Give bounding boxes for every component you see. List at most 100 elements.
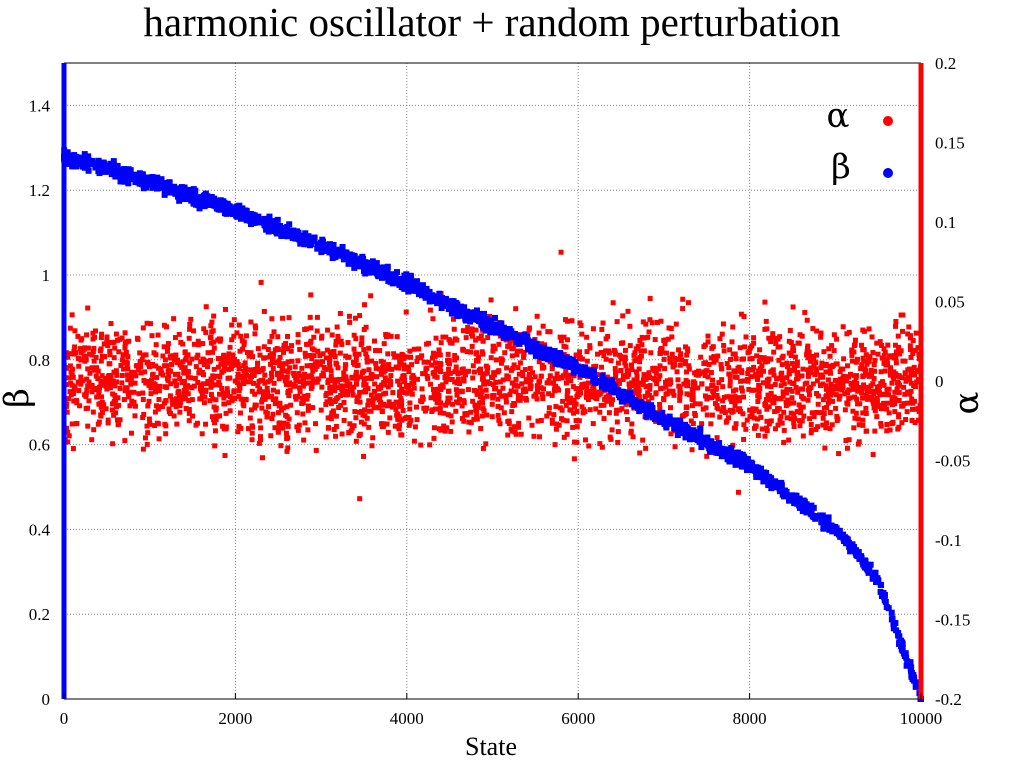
alpha-point [859, 362, 865, 368]
alpha-point [768, 384, 774, 390]
alpha-point [557, 405, 563, 411]
alpha-point [341, 399, 347, 405]
alpha-point [401, 375, 407, 381]
alpha-point [155, 421, 161, 427]
alpha-point [878, 420, 884, 426]
alpha-point [727, 394, 733, 400]
alpha-point [498, 405, 504, 411]
alpha-point [465, 387, 471, 393]
alpha-point [866, 326, 872, 332]
alpha-point [827, 426, 833, 432]
alpha-point [456, 380, 462, 386]
alpha-point [192, 375, 198, 381]
alpha-point [166, 409, 172, 415]
alpha-point [520, 389, 526, 395]
alpha-point [166, 373, 172, 379]
beta-point [365, 267, 372, 274]
alpha-point [85, 345, 91, 351]
alpha-point [654, 377, 660, 383]
alpha-point [252, 331, 258, 337]
beta-point [727, 448, 734, 455]
alpha-point [771, 372, 777, 378]
alpha-point [468, 349, 474, 355]
alpha-point [699, 381, 705, 387]
alpha-point [597, 441, 603, 447]
alpha-point [286, 315, 292, 321]
alpha-point [739, 388, 745, 394]
beta-point [507, 333, 514, 340]
beta-point [450, 298, 457, 305]
alpha-point [896, 412, 902, 418]
alpha-point [512, 429, 518, 435]
alpha-point [332, 398, 338, 404]
alpha-point [793, 384, 799, 390]
alpha-point [717, 414, 723, 420]
alpha-point [535, 418, 541, 424]
alpha-point [114, 404, 120, 410]
alpha-point [328, 352, 334, 358]
y2-tick-label: -0.1 [935, 531, 962, 550]
alpha-point [320, 351, 326, 357]
alpha-point [827, 409, 833, 415]
alpha-point [845, 401, 851, 407]
beta-point [486, 323, 493, 330]
alpha-point [738, 378, 744, 384]
beta-point [620, 398, 627, 405]
alpha-point [179, 380, 185, 386]
beta-point [181, 184, 188, 191]
alpha-point [865, 396, 871, 402]
alpha-point [667, 381, 673, 387]
alpha-point [172, 335, 178, 341]
alpha-point [736, 407, 742, 413]
alpha-point [107, 348, 113, 354]
alpha-point [369, 358, 375, 364]
alpha-point [138, 370, 144, 376]
beta-point [202, 190, 209, 197]
alpha-point [370, 435, 376, 441]
alpha-point [911, 364, 917, 370]
alpha-point [354, 395, 360, 401]
alpha-point [869, 397, 875, 403]
alpha-point [92, 328, 98, 334]
alpha-point [680, 306, 686, 312]
alpha-point [529, 422, 535, 428]
alpha-point [113, 397, 119, 403]
alpha-point [353, 336, 359, 342]
alpha-point [474, 413, 480, 419]
alpha-point [237, 385, 243, 391]
alpha-point [788, 368, 794, 374]
beta-point [172, 190, 179, 197]
alpha-point [437, 360, 443, 366]
alpha-point [382, 375, 388, 381]
alpha-point [505, 376, 511, 382]
alpha-point [601, 402, 607, 408]
alpha-point [363, 389, 369, 395]
beta-point [318, 249, 325, 256]
alpha-point [232, 356, 238, 362]
beta-point [696, 438, 703, 445]
beta-point [284, 224, 291, 231]
alpha-point [446, 388, 452, 394]
alpha-point [366, 424, 372, 430]
alpha-point [740, 411, 746, 417]
alpha-point [544, 380, 550, 386]
beta-point [587, 369, 594, 376]
alpha-point [208, 392, 214, 398]
alpha-point [291, 383, 297, 389]
beta-point [85, 153, 92, 160]
alpha-point [761, 355, 767, 361]
beta-point [249, 215, 256, 222]
alpha-point [310, 405, 316, 411]
beta-point [196, 205, 203, 212]
alpha-point [741, 436, 747, 442]
alpha-point [508, 426, 514, 432]
alpha-point [880, 391, 886, 397]
alpha-point [485, 335, 491, 341]
alpha-point [328, 373, 334, 379]
alpha-point [361, 368, 367, 374]
beta-point [373, 263, 380, 270]
alpha-point [143, 352, 149, 358]
alpha-point [64, 365, 70, 371]
alpha-point [746, 386, 752, 392]
